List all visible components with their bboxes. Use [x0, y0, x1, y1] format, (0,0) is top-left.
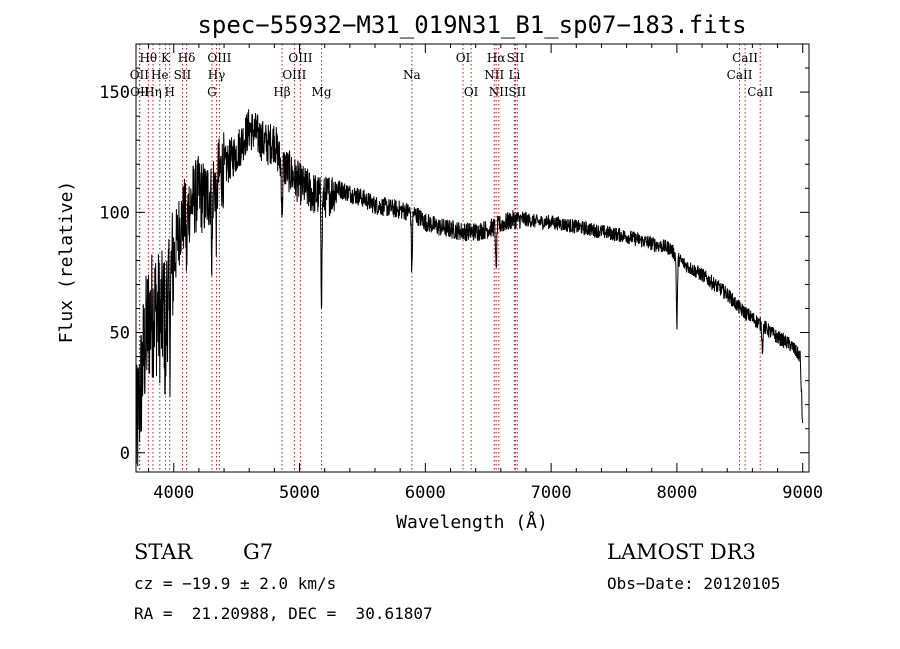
- line-label: SII: [507, 51, 525, 65]
- spectrum-line: [135, 109, 804, 467]
- line-label: CaII: [732, 51, 758, 65]
- object-subclass: G7: [243, 540, 274, 564]
- plot-frame: [135, 43, 810, 473]
- line-label: OII: [130, 68, 150, 82]
- line-label: Na: [403, 68, 421, 82]
- x-axis-ticks: 4000 5000 6000 7000 8000 9000: [148, 44, 823, 503]
- line-label: Hα: [487, 51, 506, 65]
- line-label: NII: [489, 85, 509, 99]
- line-label: Mg: [312, 85, 332, 99]
- spectral-line-markers: [138, 44, 761, 472]
- line-label: OI: [456, 51, 471, 65]
- survey-name: LAMOST DR3: [607, 540, 756, 564]
- line-label: Hγ: [208, 68, 226, 82]
- line-label: Li: [508, 68, 520, 82]
- y-axis-ticks: 0 50 100 150: [99, 67, 809, 464]
- redshift-cz: cz = −19.9 ± 2.0 km/s: [134, 574, 337, 593]
- line-label: He: [151, 68, 169, 82]
- line-label: SII: [508, 85, 526, 99]
- y-tick-label: 100: [99, 203, 130, 223]
- x-axis-label: Wavelength (Å): [396, 511, 548, 533]
- x-tick-label: 8000: [656, 483, 697, 503]
- line-label: Hβ: [273, 85, 290, 99]
- chart-title: spec−55932−M31_019N31_B1_sp07−183.fits: [197, 11, 746, 39]
- y-tick-label: 50: [110, 324, 130, 344]
- line-label: OIII: [288, 51, 312, 65]
- line-label: OIII: [207, 51, 231, 65]
- object-class: STAR: [134, 540, 193, 564]
- line-label: OIII: [282, 68, 306, 82]
- line-label: Hθ: [139, 51, 157, 65]
- x-tick-label: 5000: [279, 483, 320, 503]
- y-tick-label: 150: [99, 83, 130, 103]
- line-label: SII: [174, 68, 192, 82]
- x-tick-label: 7000: [531, 483, 572, 503]
- y-axis-label: Flux (relative): [56, 181, 77, 344]
- spectrum-curve: [135, 109, 804, 467]
- x-tick-label: 6000: [405, 483, 446, 503]
- ra-dec-coordinates: RA = 21.20988, DEC = 30.61807: [134, 604, 433, 623]
- line-label: CaII: [747, 85, 773, 99]
- x-tick-label: 4000: [153, 483, 194, 503]
- line-label: G: [207, 85, 217, 99]
- line-label: Hδ: [178, 51, 196, 65]
- line-label: Hη: [144, 85, 162, 99]
- line-label: OI: [464, 85, 479, 99]
- x-tick-label: 9000: [782, 483, 823, 503]
- line-label: K: [161, 51, 171, 65]
- line-label: H: [164, 85, 174, 99]
- y-tick-label: 0: [120, 444, 130, 464]
- line-label: CaII: [727, 68, 753, 82]
- observation-date: Obs−Date: 20120105: [607, 574, 781, 593]
- line-label: NII: [484, 68, 504, 82]
